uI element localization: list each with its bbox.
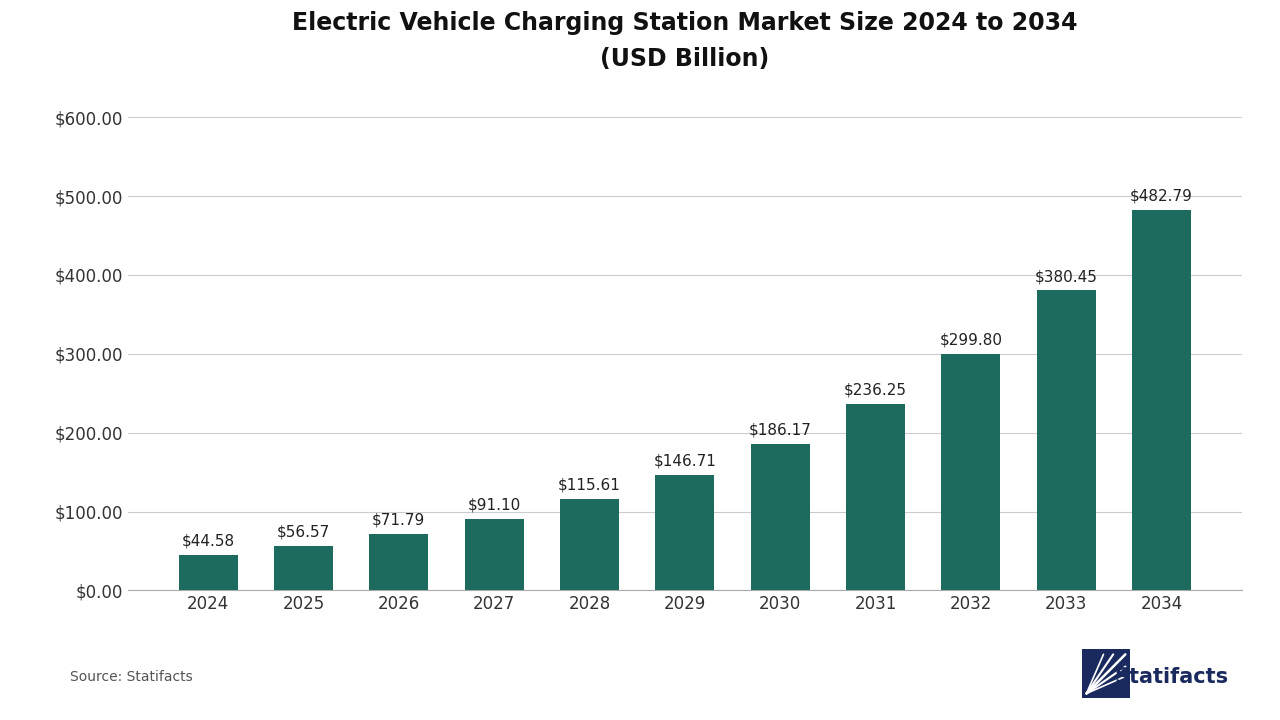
Text: $56.57: $56.57 xyxy=(276,524,330,539)
Text: $236.25: $236.25 xyxy=(844,383,908,397)
Bar xyxy=(846,404,905,590)
Bar xyxy=(369,534,429,590)
Bar xyxy=(559,499,620,590)
Bar xyxy=(179,555,238,590)
Title: Electric Vehicle Charging Station Market Size 2024 to 2034
(USD Billion): Electric Vehicle Charging Station Market… xyxy=(292,12,1078,71)
Text: $146.71: $146.71 xyxy=(653,454,717,469)
Bar xyxy=(465,518,524,590)
Text: $91.10: $91.10 xyxy=(467,498,521,512)
Bar xyxy=(655,474,714,590)
Text: $186.17: $186.17 xyxy=(749,423,812,437)
Bar xyxy=(750,444,810,590)
Bar xyxy=(1132,210,1190,590)
Text: $482.79: $482.79 xyxy=(1130,189,1193,203)
Bar xyxy=(274,546,333,590)
Bar xyxy=(1037,290,1096,590)
Text: Source: Statifacts: Source: Statifacts xyxy=(70,670,193,684)
Text: Statifacts: Statifacts xyxy=(1115,667,1229,687)
Text: $71.79: $71.79 xyxy=(372,513,425,528)
Bar xyxy=(941,354,1001,590)
Text: $299.80: $299.80 xyxy=(940,333,1002,348)
FancyBboxPatch shape xyxy=(1082,649,1130,698)
Text: $115.61: $115.61 xyxy=(558,478,621,493)
Text: $44.58: $44.58 xyxy=(182,534,234,549)
Text: $380.45: $380.45 xyxy=(1034,269,1097,284)
